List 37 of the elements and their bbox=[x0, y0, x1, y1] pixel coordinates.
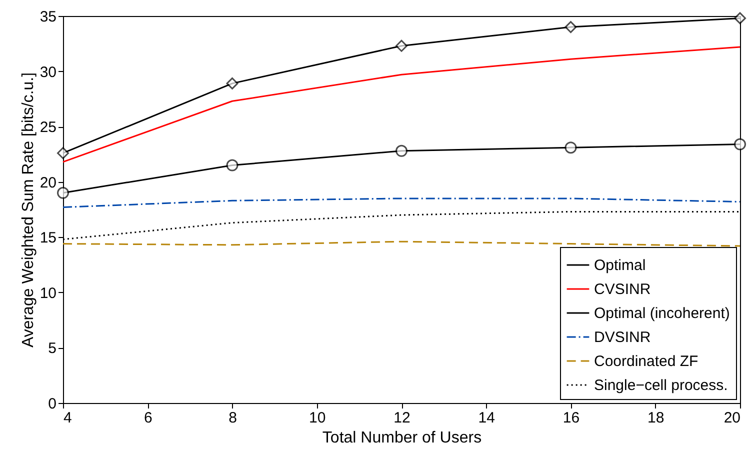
y-tick-label: 25 bbox=[40, 119, 56, 136]
point bbox=[396, 144, 408, 157]
point bbox=[57, 147, 69, 160]
x-tick-label: 4 bbox=[64, 410, 72, 426]
x-tick-label: 12 bbox=[394, 410, 410, 426]
y-tick-label: 15 bbox=[40, 230, 56, 247]
x-tick-label: 8 bbox=[228, 410, 237, 426]
x-tick-label: 6 bbox=[144, 410, 152, 426]
line-series bbox=[62, 46, 741, 163]
line-series bbox=[62, 198, 741, 208]
y-tick-label: 30 bbox=[40, 64, 56, 81]
legend-label: DVSINR bbox=[594, 329, 651, 346]
y-axis-title: Average Weighted Sum Rate [bits/c.u.] bbox=[20, 72, 37, 348]
y-tick-label: 10 bbox=[40, 284, 56, 302]
point bbox=[564, 142, 577, 154]
point bbox=[57, 186, 69, 199]
point bbox=[396, 40, 408, 52]
point bbox=[564, 21, 577, 34]
legend-label: Optimal (incoherent) bbox=[594, 305, 730, 322]
legend-label: Coordinated ZF bbox=[594, 353, 698, 370]
point bbox=[734, 12, 746, 24]
legend-label: Single−cell process. bbox=[594, 377, 728, 394]
point bbox=[226, 159, 238, 172]
x-axis-title: Total Number of Users bbox=[322, 430, 482, 446]
x-tick-label: 14 bbox=[478, 410, 495, 426]
y-tick-label: 5 bbox=[48, 340, 56, 358]
point bbox=[734, 138, 746, 150]
legend-label: Optimal bbox=[594, 257, 646, 274]
y-tick-label: 20 bbox=[40, 174, 56, 192]
y-tick-label: 35 bbox=[40, 8, 56, 26]
point bbox=[226, 77, 238, 90]
x-tick-label: 10 bbox=[309, 410, 326, 426]
legend-label: CVSINR bbox=[594, 281, 651, 298]
x-tick-label: 16 bbox=[562, 410, 580, 426]
y-tick-label: 0 bbox=[48, 396, 56, 412]
x-tick-label: 20 bbox=[724, 410, 740, 426]
x-tick-label: 18 bbox=[648, 410, 664, 426]
